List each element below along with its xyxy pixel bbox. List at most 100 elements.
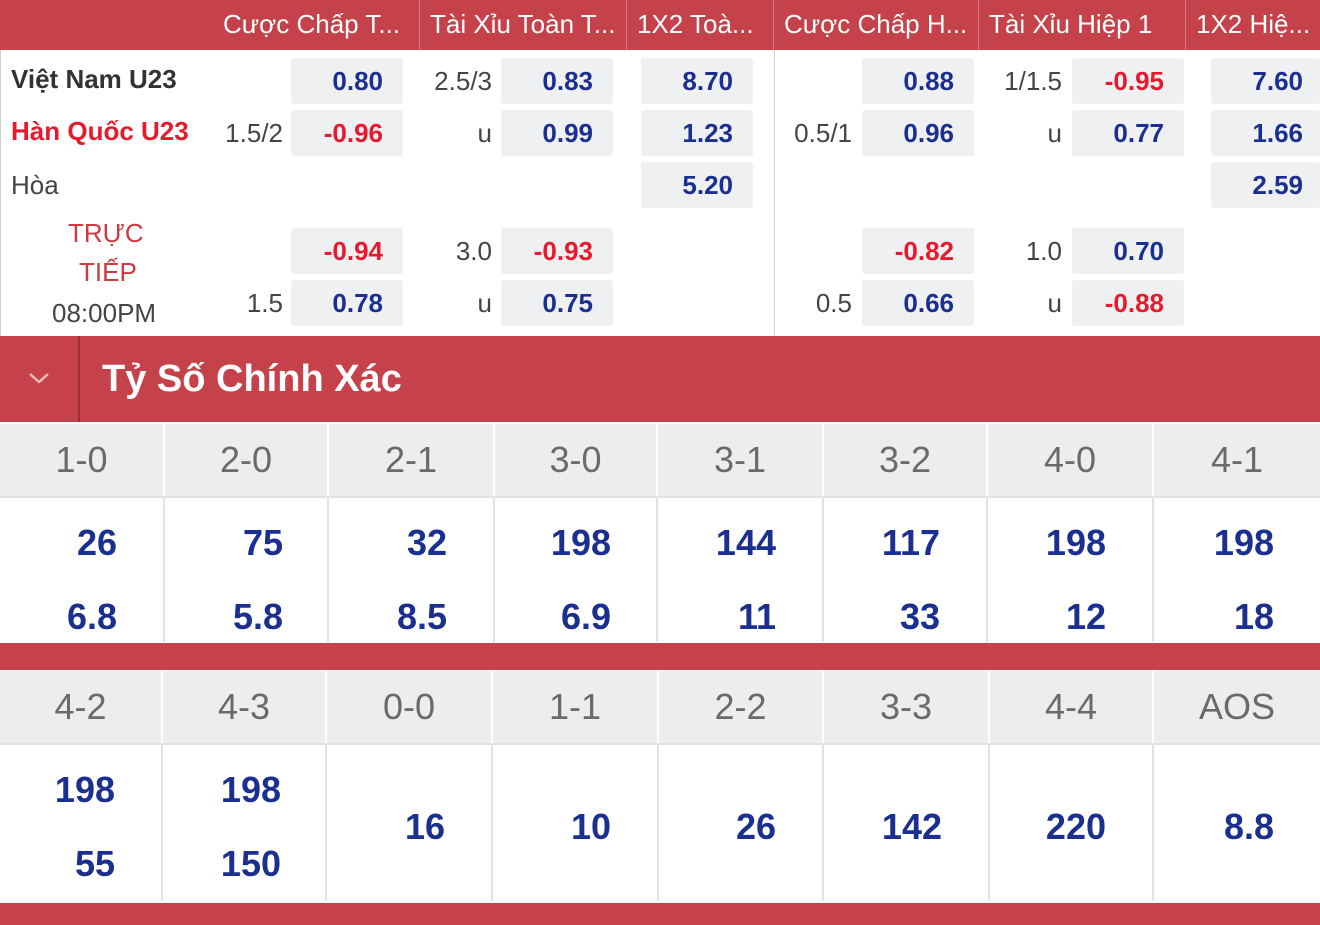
score-odds-home[interactable]: 144 xyxy=(715,522,776,563)
ft-ou-over-odds[interactable]: 0.83 xyxy=(501,58,613,104)
match-time: 08:00PM xyxy=(52,298,157,328)
score-odds-away[interactable]: 6.9 xyxy=(560,596,611,637)
alt-h1-ou-over-odds[interactable]: 0.70 xyxy=(1072,228,1184,274)
alt-ft-handicap-home-odds[interactable]: -0.94 xyxy=(291,228,403,274)
score-odds-away[interactable]: 150 xyxy=(220,843,281,884)
col-header-ft-over-under[interactable]: Tài Xỉu Toàn T... xyxy=(430,9,616,39)
h1-ou-over-odds[interactable]: -0.95 xyxy=(1072,58,1184,104)
score-odds-cell[interactable]: 117 33 xyxy=(824,496,988,642)
h1-1x2-draw-odds[interactable]: 2.59 xyxy=(1211,162,1320,208)
ft-1x2-home-odds[interactable]: 8.70 xyxy=(641,58,753,104)
h1-handicap-away-odds[interactable]: 0.96 xyxy=(862,110,974,156)
h1-1x2-away-odds[interactable]: 1.66 xyxy=(1211,110,1320,156)
ft-handicap-away-odds[interactable]: -0.96 xyxy=(291,110,403,156)
score-odds-cell[interactable]: 198 12 xyxy=(988,496,1154,642)
score-header: 4-0 xyxy=(988,424,1154,496)
score-header: 3-0 xyxy=(495,424,658,496)
col-header-ft-handicap[interactable]: Cược Chấp T... xyxy=(223,9,401,39)
col-header-h1-1x2[interactable]: 1X2 Hiệ... xyxy=(1196,9,1311,39)
score-odds-home[interactable]: 198 xyxy=(1213,522,1274,563)
alt-h1-ou-line: 1.0 xyxy=(1025,236,1062,266)
score-header: 2-2 xyxy=(659,671,824,743)
h1-handicap-line: 0.5/1 xyxy=(794,118,852,148)
h1-ou-under-odds[interactable]: 0.77 xyxy=(1072,110,1184,156)
score-odds-home[interactable]: 32 xyxy=(406,522,447,563)
live-status-line1: TRỰC xyxy=(68,218,144,248)
score-header: 4-3 xyxy=(163,671,327,743)
score-header: 3-1 xyxy=(658,424,824,496)
chevron-down-icon xyxy=(29,373,49,384)
score-odds-home[interactable]: 117 xyxy=(881,522,940,563)
ft-handicap-home-odds[interactable]: 0.80 xyxy=(291,58,403,104)
score-odds-cell[interactable]: 32 8.5 xyxy=(329,496,495,642)
match-odds-block: Việt Nam U23 Hàn Quốc U23 Hòa TRỰC TIẾP … xyxy=(0,50,1320,336)
score-odds-cell[interactable]: 10 xyxy=(493,743,659,901)
score-odds-cell[interactable]: 198 150 xyxy=(163,743,327,901)
h1-handicap-home-odds[interactable]: 0.88 xyxy=(862,58,974,104)
score-odds-home[interactable]: 198 xyxy=(54,769,115,810)
score-odds-home[interactable]: 198 xyxy=(220,769,281,810)
score-odds-away[interactable]: 12 xyxy=(1065,596,1106,637)
header-divider xyxy=(773,0,774,50)
score-odds-single[interactable]: 26 xyxy=(735,806,776,847)
away-team-name: Hàn Quốc U23 xyxy=(11,116,189,146)
alt-h1-handicap-home-odds[interactable]: -0.82 xyxy=(862,228,974,274)
score-odds-away[interactable]: 18 xyxy=(1233,596,1274,637)
score-odds-single[interactable]: 16 xyxy=(404,806,445,847)
score-odds-cell[interactable]: 144 11 xyxy=(658,496,824,642)
alt-ft-ou-over-odds[interactable]: -0.93 xyxy=(501,228,613,274)
score-odds-single[interactable]: 220 xyxy=(1045,806,1106,847)
score-odds-cell[interactable]: 198 55 xyxy=(0,743,163,901)
h1-ou-line: 1/1.5 xyxy=(1004,66,1062,96)
alt-h1-handicap-away-odds[interactable]: 0.66 xyxy=(862,280,974,326)
correct-score-section-header: Tỷ Số Chính Xác xyxy=(0,336,1320,422)
score-odds-cell[interactable]: 198 18 xyxy=(1154,496,1320,642)
score-odds-cell[interactable]: 142 xyxy=(824,743,990,901)
ft-ou-under-label: u xyxy=(477,118,492,148)
score-header: 2-1 xyxy=(329,424,495,496)
score-odds-away[interactable]: 6.8 xyxy=(66,596,117,637)
score-odds-home[interactable]: 75 xyxy=(242,522,283,563)
h1-ou-under-label: u xyxy=(1047,118,1062,148)
score-odds-home[interactable]: 26 xyxy=(76,522,117,563)
score-odds-cell[interactable]: 220 xyxy=(990,743,1154,901)
score-odds-away[interactable]: 8.5 xyxy=(396,596,447,637)
alt-ft-handicap-away-odds[interactable]: 0.78 xyxy=(291,280,403,326)
score-header: AOS xyxy=(1154,671,1320,743)
home-team-name: Việt Nam U23 xyxy=(11,64,177,94)
score-odds-away[interactable]: 11 xyxy=(737,596,776,637)
score-header: 4-2 xyxy=(0,671,163,743)
score-odds-away[interactable]: 33 xyxy=(899,596,940,637)
score-header: 4-4 xyxy=(990,671,1154,743)
score-odds-home[interactable]: 198 xyxy=(1045,522,1106,563)
score-header: 4-1 xyxy=(1154,424,1320,496)
score-odds-away[interactable]: 5.8 xyxy=(232,596,283,637)
col-header-h1-handicap[interactable]: Cược Chấp H... xyxy=(784,9,968,39)
header-divider xyxy=(419,0,420,50)
col-header-h1-over-under[interactable]: Tài Xỉu Hiệp 1 xyxy=(989,9,1153,39)
score-odds-cell[interactable]: 75 5.8 xyxy=(165,496,329,642)
ft-1x2-draw-odds[interactable]: 5.20 xyxy=(641,162,753,208)
alt-ft-ou-under-odds[interactable]: 0.75 xyxy=(501,280,613,326)
row-separator-bar xyxy=(0,643,1320,670)
score-header: 2-0 xyxy=(165,424,329,496)
collapse-toggle-button[interactable] xyxy=(0,336,80,422)
half-divider xyxy=(774,50,775,336)
score-header: 1-0 xyxy=(0,424,165,496)
score-odds-cell[interactable]: 26 xyxy=(659,743,824,901)
ft-ou-under-odds[interactable]: 0.99 xyxy=(501,110,613,156)
score-odds-single[interactable]: 8.8 xyxy=(1223,806,1274,847)
score-odds-single[interactable]: 142 xyxy=(881,806,942,847)
score-odds-cell[interactable]: 26 6.8 xyxy=(0,496,165,642)
col-header-ft-1x2[interactable]: 1X2 Toà... xyxy=(637,9,754,39)
score-odds-cell[interactable]: 8.8 xyxy=(1154,743,1320,901)
score-odds-single[interactable]: 10 xyxy=(570,806,611,847)
score-odds-home[interactable]: 198 xyxy=(550,522,611,563)
score-odds-cell[interactable]: 198 6.9 xyxy=(495,496,658,642)
alt-ft-handicap-line: 1.5 xyxy=(246,288,283,318)
score-odds-cell[interactable]: 16 xyxy=(327,743,493,901)
h1-1x2-home-odds[interactable]: 7.60 xyxy=(1211,58,1320,104)
ft-1x2-away-odds[interactable]: 1.23 xyxy=(641,110,753,156)
score-odds-away[interactable]: 55 xyxy=(74,843,115,884)
alt-h1-ou-under-odds[interactable]: -0.88 xyxy=(1072,280,1184,326)
